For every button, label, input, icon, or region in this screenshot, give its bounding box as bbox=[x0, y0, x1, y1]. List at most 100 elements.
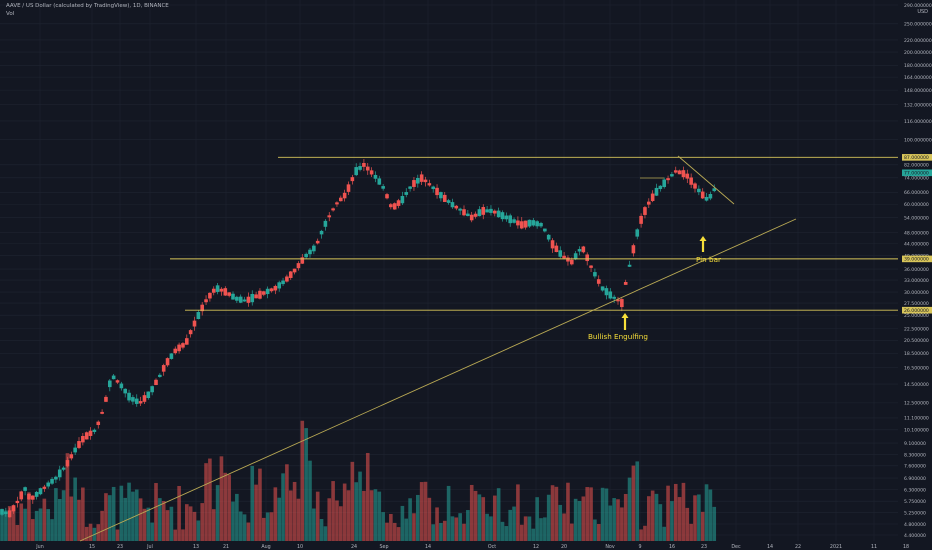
candle-body bbox=[273, 285, 278, 291]
volume-bar bbox=[647, 496, 651, 541]
volume-bar bbox=[670, 501, 674, 541]
candle-body bbox=[285, 276, 289, 282]
volume-bar bbox=[285, 464, 289, 541]
volume-bar bbox=[46, 509, 50, 541]
candle-body bbox=[57, 469, 62, 478]
candle-body bbox=[496, 210, 501, 218]
candle-body bbox=[185, 338, 189, 345]
volume-bar bbox=[643, 525, 647, 541]
candle-body bbox=[77, 441, 81, 448]
candle-body bbox=[277, 282, 281, 289]
volume-bar bbox=[177, 485, 181, 541]
volume-bar bbox=[196, 520, 201, 541]
candle-body bbox=[666, 178, 670, 181]
x-tick-label: 18 bbox=[903, 544, 909, 550]
volume-bar bbox=[489, 516, 493, 541]
y-tick-label: 250.000000 bbox=[904, 22, 932, 28]
volume-bar bbox=[273, 487, 278, 541]
candle-body bbox=[242, 299, 247, 302]
candle-body bbox=[34, 491, 39, 497]
candle-body bbox=[365, 166, 370, 171]
y-tick-label: 20.500000 bbox=[904, 338, 929, 344]
x-tick-label: 23 bbox=[701, 544, 707, 550]
candle-body bbox=[15, 500, 20, 504]
candle-body bbox=[208, 292, 212, 299]
candle-body bbox=[108, 380, 112, 388]
candle-body bbox=[466, 213, 470, 217]
volume-bar bbox=[516, 484, 520, 541]
volume-bar bbox=[108, 495, 112, 541]
candle-body bbox=[450, 202, 455, 208]
volume-bar bbox=[227, 474, 231, 541]
candle-body bbox=[300, 257, 305, 264]
candle-body bbox=[219, 288, 224, 292]
x-tick-label: Aug bbox=[261, 544, 270, 550]
volume-bar bbox=[554, 486, 559, 541]
price-label-tag bbox=[902, 306, 932, 314]
candle-body bbox=[154, 379, 158, 386]
volume-bar bbox=[620, 507, 624, 541]
candle-body bbox=[670, 174, 674, 177]
candle-body bbox=[697, 188, 701, 193]
volume-bar bbox=[265, 512, 270, 541]
volume-bar bbox=[685, 507, 690, 541]
candle-body bbox=[381, 186, 385, 189]
x-tick-label: Jul bbox=[146, 544, 153, 550]
price-label-text: 26.000000 bbox=[904, 308, 929, 314]
candle-body bbox=[489, 208, 493, 213]
volume-bar bbox=[242, 514, 247, 541]
candle-body bbox=[566, 257, 570, 262]
candle-body bbox=[446, 200, 451, 203]
candle-body bbox=[200, 304, 204, 312]
volume-bar bbox=[69, 496, 74, 541]
price-label-text: 77.000000 bbox=[904, 171, 929, 177]
candle-body bbox=[658, 185, 663, 190]
x-tick-label: 13 bbox=[193, 544, 199, 550]
candle-body bbox=[92, 429, 97, 432]
volume-bar bbox=[335, 500, 339, 541]
candle-body bbox=[647, 201, 651, 205]
volume-bar bbox=[54, 488, 58, 541]
volume-bar bbox=[208, 458, 212, 541]
candle-body bbox=[262, 291, 266, 295]
volume-bar bbox=[562, 513, 566, 541]
candle-body bbox=[585, 254, 589, 262]
x-tick-label: 11 bbox=[871, 544, 877, 550]
candle-body bbox=[389, 204, 393, 208]
volume-bar bbox=[350, 461, 355, 541]
volume-bar bbox=[485, 513, 489, 541]
volume-bar bbox=[158, 498, 162, 541]
volume-bar bbox=[469, 484, 474, 541]
volume-bar bbox=[539, 518, 543, 541]
x-tick-label: Oct bbox=[488, 544, 496, 550]
candle-body bbox=[115, 380, 120, 383]
volume-bar bbox=[412, 513, 416, 541]
pin-bar-label: Pin bar bbox=[696, 255, 721, 264]
y-tick-label: 180.000000 bbox=[904, 63, 932, 69]
candle-body bbox=[104, 396, 108, 402]
candle-body bbox=[535, 221, 539, 227]
volume-bar bbox=[119, 485, 124, 541]
y-tick-label: 11.100000 bbox=[904, 416, 929, 422]
volume-bar bbox=[466, 510, 470, 541]
volume-bar bbox=[408, 498, 412, 541]
candle-body bbox=[593, 272, 597, 277]
volume-bar bbox=[531, 528, 536, 541]
volume-bar bbox=[504, 526, 509, 541]
candle-body bbox=[27, 493, 31, 500]
candle-body bbox=[315, 240, 320, 244]
y-tick-label: 82.000000 bbox=[904, 163, 929, 169]
candle-body bbox=[481, 207, 486, 215]
candle-body bbox=[7, 510, 12, 518]
volume-bar bbox=[693, 495, 697, 541]
volume-bar bbox=[627, 477, 632, 541]
candle-body bbox=[38, 488, 43, 495]
y-tick-label: 16.500000 bbox=[904, 366, 929, 372]
candle-body bbox=[323, 220, 328, 227]
candle-body bbox=[523, 220, 528, 228]
y-tick-label: 6.300000 bbox=[904, 487, 926, 493]
candle-body bbox=[616, 299, 620, 302]
candle-body bbox=[312, 245, 316, 252]
candle-body bbox=[573, 253, 578, 260]
